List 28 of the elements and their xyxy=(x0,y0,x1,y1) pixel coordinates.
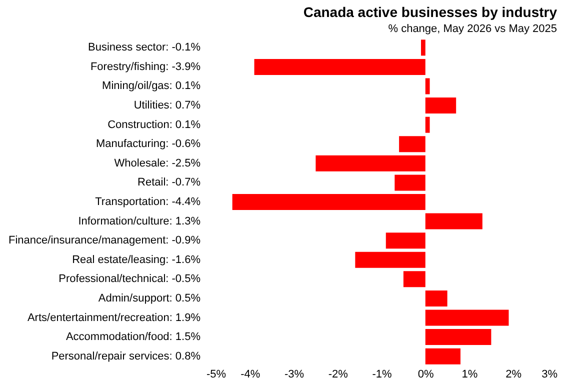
chart-title: Canada active businesses by industry xyxy=(303,4,558,20)
x-tick-label: 3% xyxy=(542,368,558,380)
x-tick-label: -5% xyxy=(206,368,226,380)
y-tick-label: Finance/insurance/management: -0.9% xyxy=(8,234,201,247)
y-tick-label: Business sector: -0.1% xyxy=(88,42,201,54)
y-tick-label: Admin/support: 0.5% xyxy=(98,292,201,304)
x-tick-label: 0% xyxy=(418,368,434,380)
x-tick-label: 1% xyxy=(462,368,478,380)
y-tick-label: Mining/oil/gas: 0.1% xyxy=(102,80,201,92)
x-tick-label: -3% xyxy=(284,368,304,380)
y-tick-label: Information/culture: 1.3% xyxy=(78,215,201,228)
y-tick-label: Utilities: 0.7% xyxy=(134,100,201,112)
y-tick-label: Personal/repair services: 0.8% xyxy=(51,350,201,362)
y-tick-label: Transportation: -4.4% xyxy=(95,196,201,208)
x-tick-label: -2% xyxy=(328,368,348,380)
y-tick-label: Retail: -0.7% xyxy=(138,176,201,189)
x-tick-label: -1% xyxy=(372,368,392,380)
y-tick-label: Manufacturing: -0.6% xyxy=(96,138,201,150)
x-tick-label: 2% xyxy=(506,368,522,380)
y-tick-label: Arts/entertainment/recreation: 1.9% xyxy=(27,312,201,324)
y-tick-label: Forestry/fishing: -3.9% xyxy=(90,60,201,73)
y-tick-label: Real estate/leasing: -1.6% xyxy=(72,254,201,266)
y-tick-label: Accommodation/food: 1.5% xyxy=(66,331,201,344)
chart-subtitle: % change, May 2026 vs May 2025 xyxy=(388,23,557,35)
x-tick-label: -4% xyxy=(240,368,260,380)
y-tick-label: Wholesale: -2.5% xyxy=(114,157,201,170)
y-tick-label: Professional/technical: -0.5% xyxy=(58,273,201,286)
y-tick-label: Construction: 0.1% xyxy=(108,118,201,131)
